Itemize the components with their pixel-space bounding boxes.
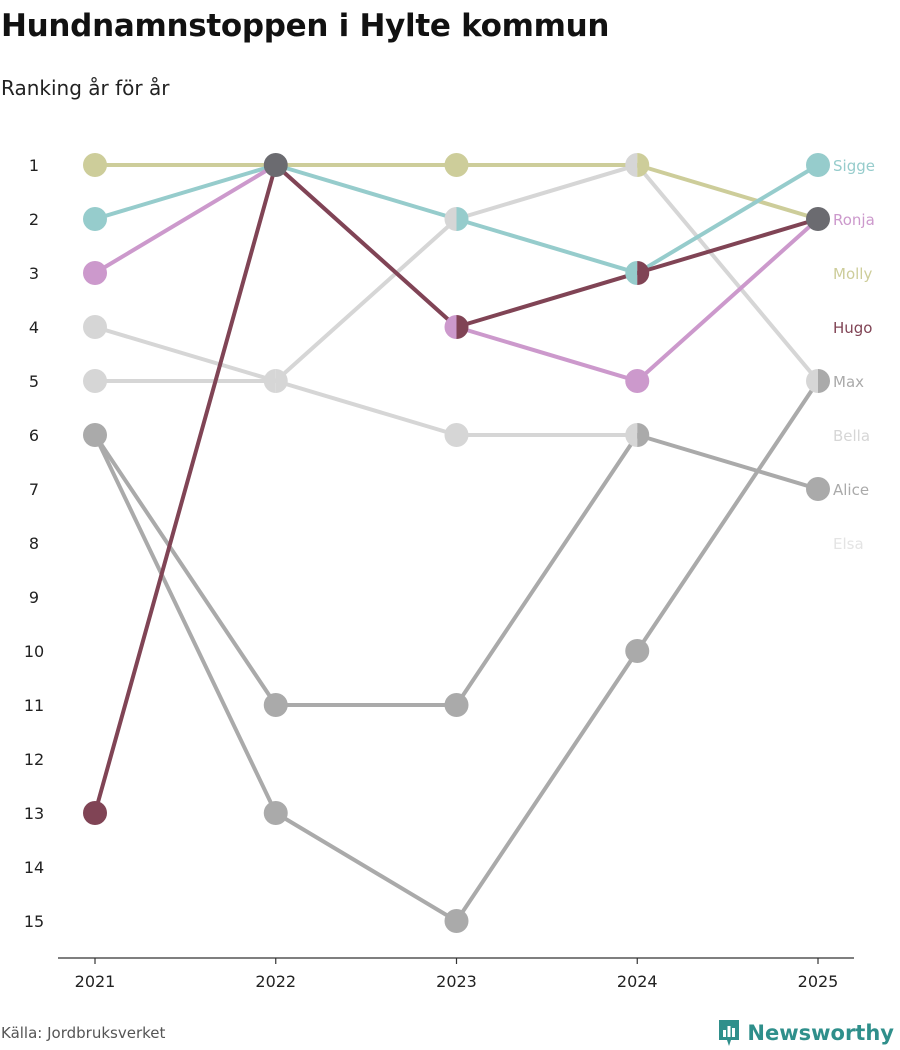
series-markers (83, 153, 830, 933)
y-tick-label: 1 (29, 156, 39, 175)
marker-molly (83, 153, 107, 177)
marker-sigge (806, 153, 830, 177)
series-line-bella (94, 325, 638, 437)
marker-sigge (625, 261, 638, 285)
chart-subtitle: Ranking år för år (1, 76, 170, 100)
source-note: Källa: Jordbruksverket (1, 1024, 166, 1042)
brand-name: Newsworthy (747, 1021, 894, 1045)
y-tick-label: 12 (24, 750, 44, 769)
end-label-elsa: Elsa (833, 535, 864, 553)
marker-molly (444, 153, 469, 177)
marker-sigge (83, 207, 107, 231)
marker-elsa (625, 153, 638, 177)
x-tick-label: 2022 (255, 972, 296, 991)
x-tick-label: 2024 (617, 972, 658, 991)
end-label-alice: Alice (833, 481, 869, 499)
marker-overlap (806, 207, 830, 231)
marker-bella (625, 423, 638, 447)
marker-alice (444, 693, 469, 717)
x-tick-label: 2023 (436, 972, 477, 991)
marker-sigge (456, 207, 469, 231)
end-label-ronja: Ronja (833, 211, 875, 229)
marker-bella (263, 369, 276, 393)
y-tick-label: 15 (24, 912, 44, 931)
end-label-bella: Bella (833, 427, 870, 445)
y-tick-label: 11 (24, 696, 44, 715)
y-tick-label: 8 (29, 534, 39, 553)
marker-hugo (83, 801, 107, 825)
end-label-molly: Molly (833, 265, 872, 283)
series-line-ronja (93, 163, 820, 383)
marker-overlap (263, 153, 288, 177)
marker-hugo (456, 315, 469, 339)
marker-max (818, 369, 830, 393)
y-tick-label: 14 (24, 858, 44, 877)
series-lines (93, 163, 820, 923)
marker-molly (637, 153, 650, 177)
y-tick-label: 2 (29, 210, 39, 229)
marker-elsa (83, 369, 107, 393)
marker-alice (637, 423, 650, 447)
x-tick-label: 2025 (798, 972, 839, 991)
end-label-hugo: Hugo (833, 319, 873, 337)
y-tick-label: 3 (29, 264, 39, 283)
marker-hugo (637, 261, 650, 285)
y-tick-label: 13 (24, 804, 44, 823)
marker-bella (444, 423, 469, 447)
end-labels: Sigge Ronja Molly Hugo Max Bella Alice Elsa (833, 157, 875, 553)
y-tick-label: 4 (29, 318, 39, 337)
y-tick-label: 10 (24, 642, 44, 661)
marker-elsa (806, 369, 818, 393)
marker-max (444, 909, 469, 933)
newsworthy-logo[interactable]: Newsworthy (717, 1018, 894, 1048)
marker-max (263, 801, 288, 825)
series-line-max (93, 379, 820, 923)
marker-ronja (625, 369, 650, 393)
marker-elsa (444, 207, 457, 231)
series-line-elsa (95, 163, 820, 383)
y-tick-label: 7 (29, 480, 39, 499)
y-tick-label: 5 (29, 372, 39, 391)
marker-ronja (83, 261, 107, 285)
y-tick-label: 6 (29, 426, 39, 445)
marker-max (625, 639, 650, 663)
end-label-max: Max (833, 373, 864, 391)
marker-bella (83, 315, 107, 339)
y-tick-label: 9 (29, 588, 39, 607)
marker-alice (806, 477, 830, 501)
marker-alice (83, 423, 95, 447)
bar-chart-icon (719, 1020, 740, 1046)
marker-max (95, 423, 107, 447)
end-label-sigge: Sigge (833, 157, 875, 175)
marker-alice (263, 693, 288, 717)
chart-title: Hundnamnstoppen i Hylte kommun (1, 8, 610, 44)
marker-elsa (275, 369, 288, 393)
marker-ronja (444, 315, 457, 339)
x-tick-label: 2021 (75, 972, 116, 991)
